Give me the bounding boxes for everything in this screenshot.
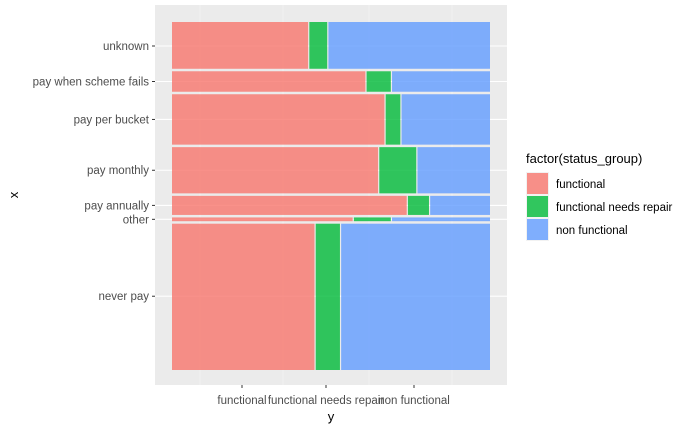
tile-never-pay-non-functional (341, 223, 490, 370)
tile-other-non-functional (392, 217, 490, 222)
tile-never-pay-functional (172, 223, 315, 370)
legend-swatch-functional-needs-repair (527, 196, 548, 217)
y-tick-label-other: other (123, 214, 149, 226)
tile-pay-annually-functional-needs-repair (407, 195, 429, 215)
y-axis: unknown pay when scheme fails pay per buck… (33, 41, 155, 303)
tile-pay-monthly-functional (172, 147, 379, 194)
tile-pay-annually-non-functional (430, 195, 490, 215)
x-tick-label-non-functional: non functional (378, 395, 450, 407)
tile-pay-per-bucket-functional (172, 94, 385, 145)
tile-unknown-functional (172, 22, 309, 69)
y-tick-label-pay-per-bucket: pay per bucket (74, 114, 150, 126)
tile-pay-monthly-functional-needs-repair (379, 147, 417, 194)
y-tick-label-pay-monthly: pay monthly (87, 165, 149, 177)
x-tick-label-functional: functional (217, 395, 266, 407)
y-tick-label-pay-annually: pay annually (84, 200, 149, 212)
mosaic-tiles (172, 22, 490, 370)
legend-swatch-functional (527, 173, 548, 194)
legend-label-functional-needs-repair: functional needs repair (556, 202, 673, 214)
tile-unknown-functional-needs-repair (309, 22, 328, 69)
x-tick-label-functional-needs-repair: functional needs repair (268, 395, 385, 407)
legend-label-non-functional: non functional (556, 225, 628, 237)
y-tick-label-pay-when-scheme-fails: pay when scheme fails (33, 77, 150, 89)
tile-pay-when-scheme-fails-non-functional (392, 71, 490, 92)
legend: factor(status_group) functional functiona… (526, 151, 673, 241)
tile-pay-annually-functional (172, 195, 407, 215)
tile-other-functional (172, 217, 353, 222)
legend-title: factor(status_group) (526, 151, 642, 166)
tile-pay-when-scheme-fails-functional (172, 71, 366, 92)
tile-pay-when-scheme-fails-functional-needs-repair (366, 71, 391, 92)
tile-never-pay-functional-needs-repair (315, 223, 340, 370)
tile-pay-per-bucket-non-functional (401, 94, 490, 145)
legend-label-functional: functional (556, 179, 605, 191)
tile-other-functional-needs-repair (353, 217, 391, 222)
y-tick-label-never-pay: never pay (98, 291, 149, 303)
tile-unknown-non-functional (328, 22, 490, 69)
tile-pay-per-bucket-functional-needs-repair (385, 94, 401, 145)
y-axis-title: x (6, 191, 21, 198)
x-axis-title: y (328, 409, 335, 424)
tile-pay-monthly-non-functional (417, 147, 490, 194)
legend-swatch-non-functional (527, 219, 548, 240)
y-tick-label-unknown: unknown (103, 41, 149, 53)
